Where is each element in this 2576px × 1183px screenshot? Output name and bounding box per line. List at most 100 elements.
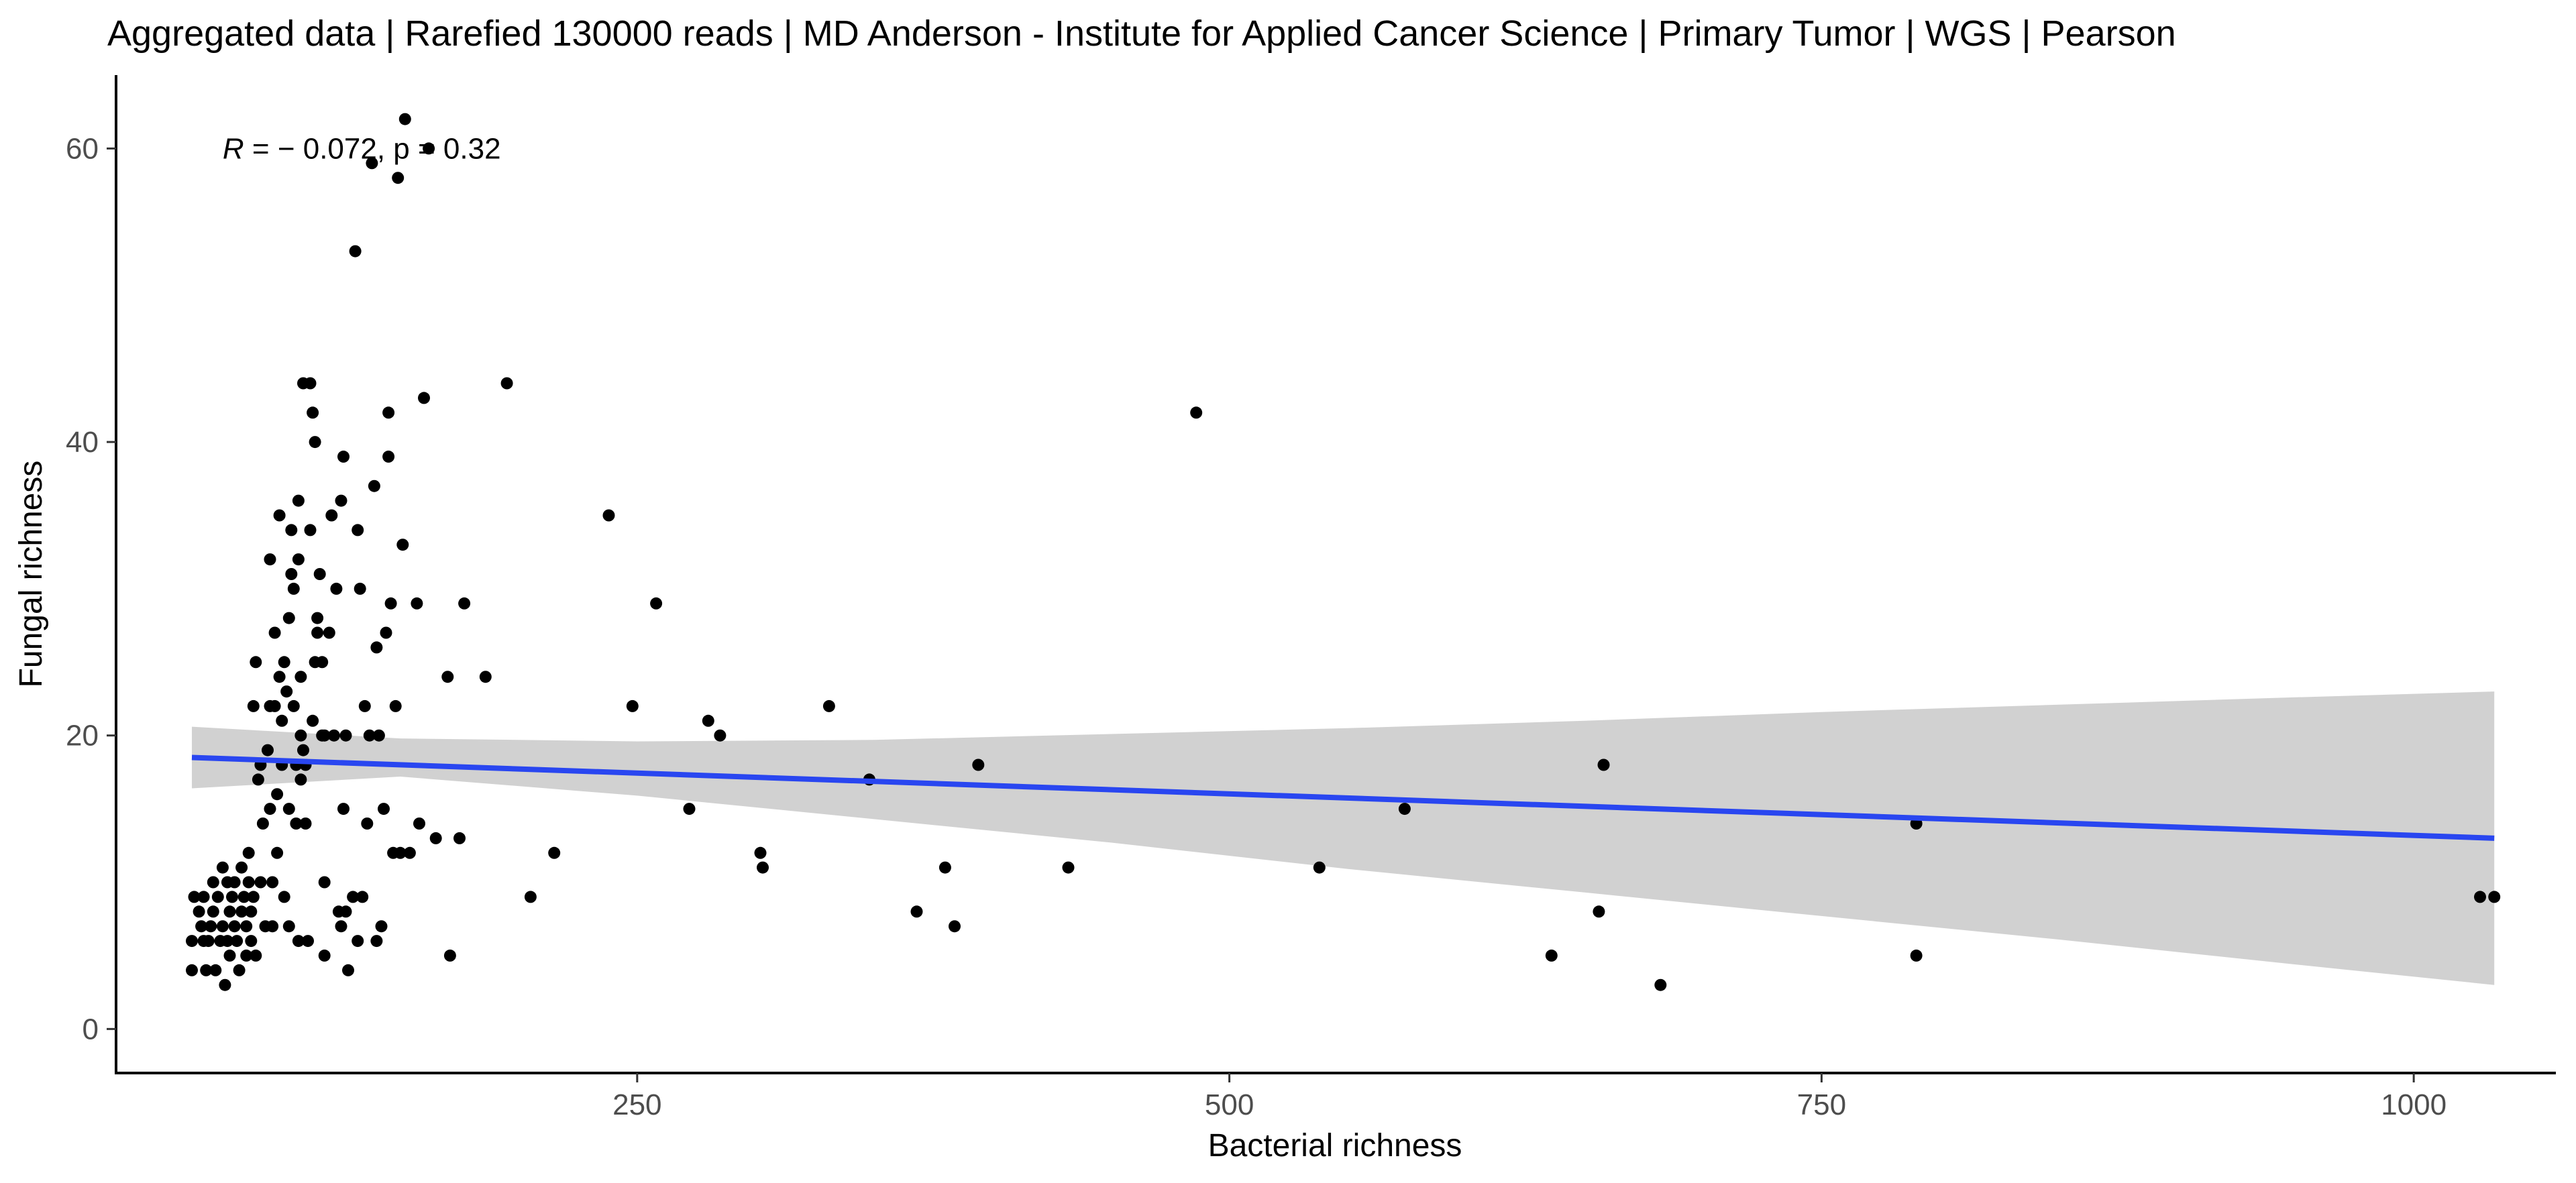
data-point bbox=[418, 392, 430, 404]
y-tick-label: 20 bbox=[66, 720, 99, 752]
data-point bbox=[1062, 861, 1075, 874]
data-point bbox=[342, 964, 354, 976]
data-point bbox=[318, 949, 331, 962]
data-point bbox=[1597, 758, 1610, 771]
data-point bbox=[1313, 861, 1326, 874]
data-point bbox=[1593, 905, 1605, 918]
data-point bbox=[330, 582, 343, 595]
data-point bbox=[278, 656, 290, 669]
data-point bbox=[392, 172, 405, 184]
data-point bbox=[702, 714, 714, 727]
data-point bbox=[290, 818, 303, 830]
data-point bbox=[285, 524, 298, 537]
data-point bbox=[282, 920, 295, 933]
data-point bbox=[370, 641, 383, 654]
data-point bbox=[370, 935, 383, 948]
data-point bbox=[209, 964, 222, 976]
data-point bbox=[313, 568, 326, 580]
data-point bbox=[384, 597, 397, 610]
data-point bbox=[302, 935, 314, 948]
data-point bbox=[299, 818, 312, 830]
data-point bbox=[602, 509, 615, 522]
data-point bbox=[282, 612, 295, 624]
data-point bbox=[411, 597, 423, 610]
data-point bbox=[307, 406, 319, 419]
data-point bbox=[223, 949, 236, 962]
data-point bbox=[216, 861, 229, 874]
data-point bbox=[297, 744, 309, 756]
confidence-band bbox=[192, 691, 2495, 985]
data-point bbox=[294, 729, 307, 742]
data-point bbox=[309, 436, 321, 449]
data-point bbox=[292, 935, 305, 948]
data-point bbox=[626, 699, 639, 712]
data-point bbox=[207, 905, 219, 918]
chart-title: Aggregated data | Rarefied 130000 reads … bbox=[107, 13, 2176, 54]
data-point bbox=[335, 920, 347, 933]
data-point bbox=[186, 964, 198, 976]
data-point bbox=[318, 729, 331, 742]
data-point bbox=[292, 553, 305, 566]
y-axis-label: Fungal richness bbox=[13, 461, 49, 688]
data-point bbox=[268, 699, 281, 712]
data-point bbox=[285, 568, 298, 580]
data-point bbox=[237, 891, 250, 903]
data-point bbox=[264, 553, 276, 566]
data-point bbox=[398, 113, 411, 125]
data-point bbox=[479, 671, 492, 683]
data-point bbox=[358, 699, 371, 712]
data-point bbox=[276, 714, 288, 727]
y-axis-ticks: 0 20 40 60 bbox=[66, 132, 116, 1046]
data-point bbox=[318, 876, 331, 889]
data-point bbox=[262, 744, 274, 756]
annotation-text: = − 0.072, p = 0.32 bbox=[244, 132, 501, 165]
data-point bbox=[266, 876, 279, 889]
data-point bbox=[938, 861, 951, 874]
data-point bbox=[250, 949, 262, 962]
data-point bbox=[396, 539, 409, 551]
x-tick-label: 250 bbox=[612, 1088, 661, 1121]
data-point bbox=[754, 846, 767, 859]
data-point bbox=[380, 626, 392, 639]
data-point bbox=[228, 920, 241, 933]
data-point bbox=[949, 920, 961, 933]
data-point bbox=[202, 935, 215, 948]
x-axis-label: Bacterial richness bbox=[1208, 1128, 1462, 1164]
data-point bbox=[311, 626, 324, 639]
data-point bbox=[247, 891, 260, 903]
data-point bbox=[207, 876, 219, 889]
data-point bbox=[245, 935, 258, 948]
data-point bbox=[337, 803, 350, 815]
data-point bbox=[650, 597, 663, 610]
data-point bbox=[394, 846, 407, 859]
data-point bbox=[363, 729, 376, 742]
data-point bbox=[256, 818, 269, 830]
data-point bbox=[1398, 803, 1411, 815]
data-point bbox=[403, 846, 416, 859]
data-point bbox=[382, 406, 395, 419]
data-point bbox=[268, 626, 281, 639]
data-point bbox=[254, 876, 267, 889]
data-point bbox=[235, 905, 248, 918]
data-point bbox=[714, 729, 727, 742]
data-point bbox=[271, 846, 284, 859]
data-point bbox=[311, 612, 324, 624]
x-axis-ticks: 250 500 750 1000 bbox=[612, 1073, 2447, 1121]
data-point bbox=[1545, 949, 1558, 962]
data-point bbox=[307, 714, 319, 727]
x-tick-label: 1000 bbox=[2381, 1088, 2447, 1121]
data-point bbox=[294, 773, 307, 786]
data-point bbox=[1654, 978, 1667, 991]
data-point bbox=[1910, 949, 1923, 962]
data-point bbox=[242, 876, 255, 889]
data-point bbox=[247, 699, 260, 712]
data-point bbox=[354, 582, 366, 595]
data-point bbox=[500, 377, 513, 390]
data-point bbox=[413, 818, 425, 830]
data-point bbox=[282, 803, 295, 815]
data-point bbox=[323, 626, 335, 639]
data-point bbox=[453, 832, 466, 844]
data-point bbox=[292, 494, 305, 507]
data-point bbox=[271, 788, 284, 801]
